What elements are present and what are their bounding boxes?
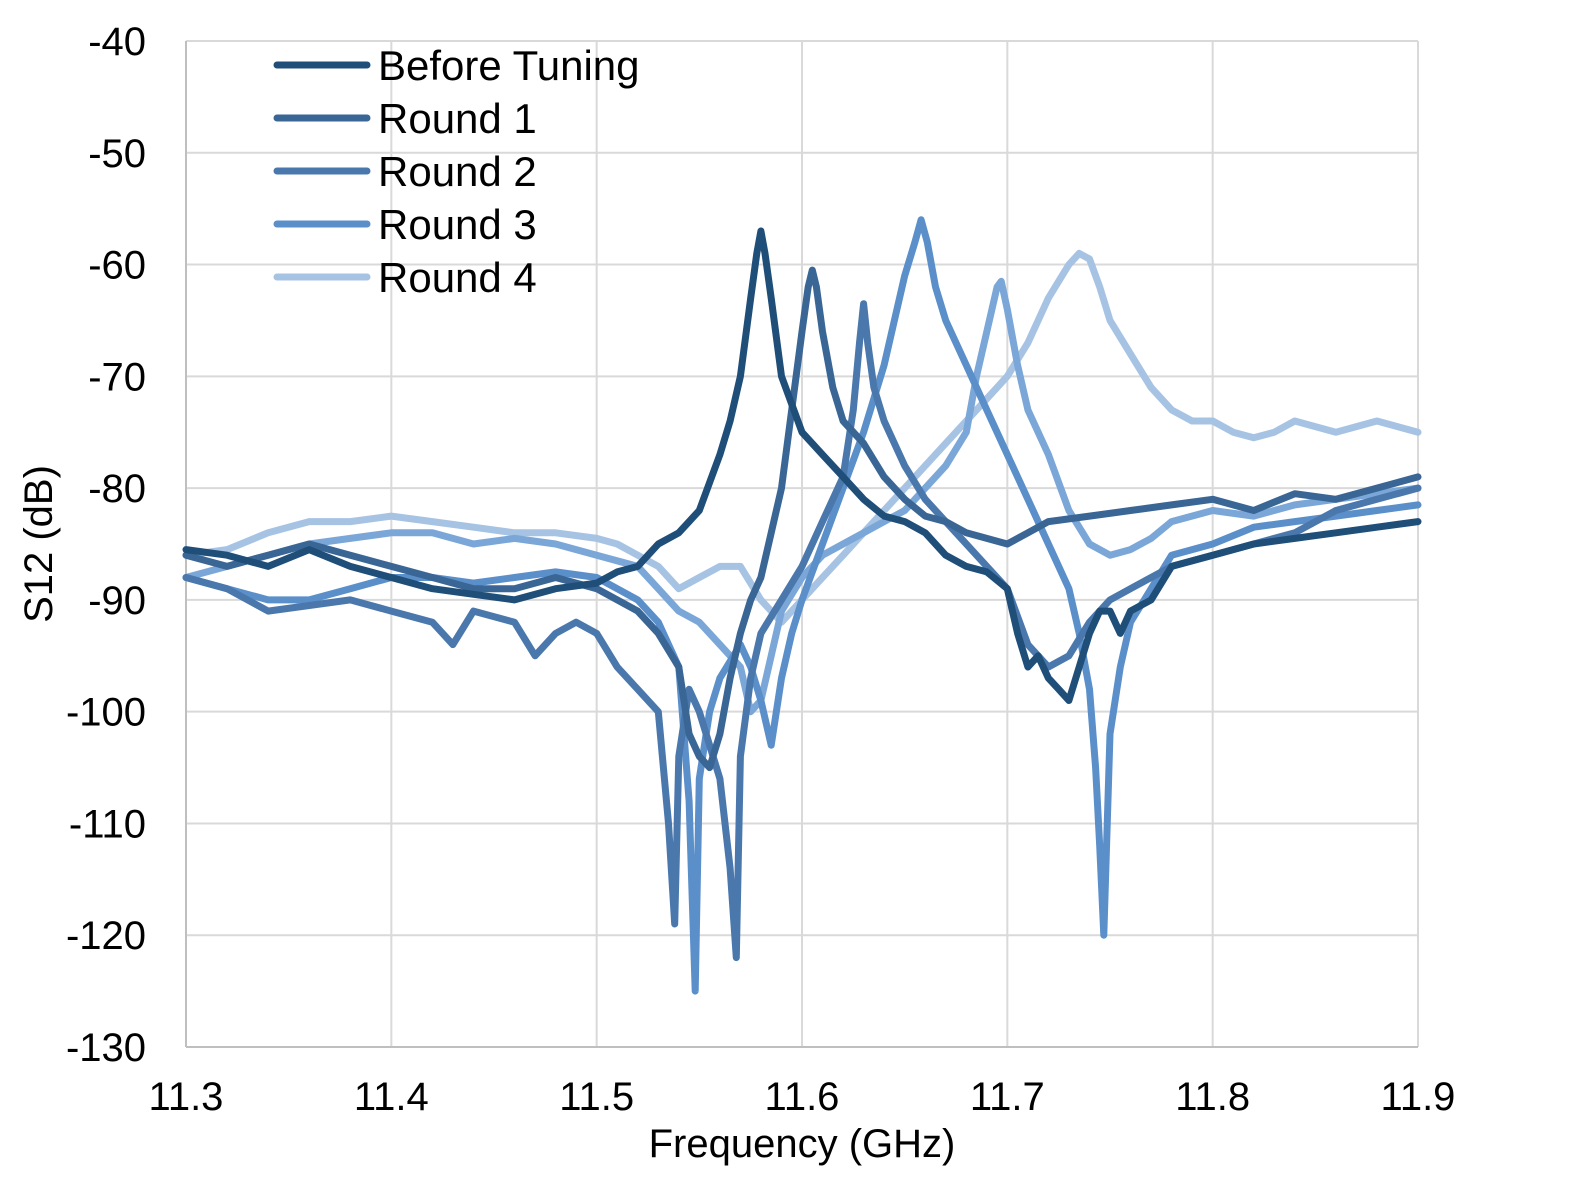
x-tick-label: 11.5 <box>559 1075 634 1119</box>
plot-area <box>185 41 1418 1048</box>
legend-label: Round 2 <box>378 148 537 195</box>
series-layer <box>182 216 1422 995</box>
x-tick-label: 11.9 <box>1381 1075 1456 1119</box>
y-tick-label: -100 <box>66 691 146 735</box>
y-tick-label: -70 <box>88 355 146 399</box>
y-tick-label: -90 <box>88 579 146 623</box>
legend-label: Round 3 <box>378 201 537 248</box>
y-tick-label: -50 <box>88 132 146 176</box>
series-line-4 <box>182 277 1422 716</box>
y-tick-label: -60 <box>88 244 146 288</box>
y-axis-ticks: -40 -50 -60 -70 -80 -90 -100 -110 -120 -130 <box>66 20 146 1070</box>
legend-label: Round 4 <box>378 254 537 301</box>
y-tick-label: -110 <box>69 802 146 846</box>
x-tick-label: 11.3 <box>149 1075 224 1119</box>
series-line-0 <box>182 227 1422 704</box>
x-tick-label: 11.6 <box>765 1075 840 1119</box>
x-tick-label: 11.7 <box>970 1075 1045 1119</box>
series-line-2 <box>182 300 1422 962</box>
grid <box>185 40 1419 1048</box>
y-axis-title: S12 (dB) <box>17 465 61 623</box>
legend: Before Tuning Round 1 Round 2 Round 3 Round … <box>273 42 640 301</box>
y-tick-label: -120 <box>66 914 146 958</box>
legend-label: Round 1 <box>378 95 537 142</box>
x-tick-label: 11.8 <box>1175 1075 1250 1119</box>
y-tick-label: -130 <box>66 1026 146 1070</box>
series-line-1 <box>182 266 1422 772</box>
legend-label: Before Tuning <box>378 42 640 89</box>
x-axis-title: Frequency (GHz) <box>649 1122 956 1166</box>
y-tick-label: -40 <box>88 20 146 64</box>
x-axis-ticks: 11.3 11.4 11.5 11.6 11.7 11.8 11.9 <box>149 1075 1456 1119</box>
y-tick-label: -80 <box>88 467 146 511</box>
x-tick-label: 11.4 <box>354 1075 429 1119</box>
